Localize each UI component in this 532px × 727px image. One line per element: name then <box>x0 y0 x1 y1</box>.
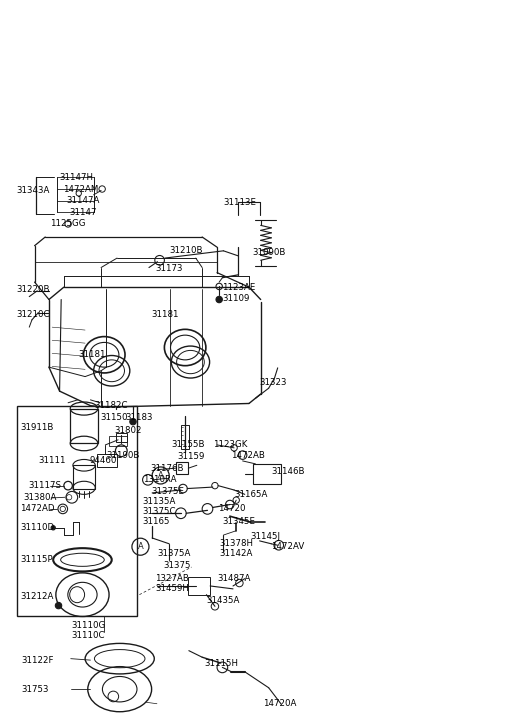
Bar <box>116 433 127 442</box>
Text: 31155B: 31155B <box>171 441 205 449</box>
Text: 31165: 31165 <box>143 518 170 526</box>
Text: 1123GK: 1123GK <box>213 441 247 449</box>
Bar <box>70 409 98 443</box>
Text: 31375: 31375 <box>164 561 192 570</box>
Text: 31375E: 31375E <box>151 487 184 496</box>
Text: 14720: 14720 <box>218 505 246 513</box>
Text: 31147A: 31147A <box>66 196 99 205</box>
Text: 31183: 31183 <box>125 413 153 422</box>
Text: 31109: 31109 <box>222 294 250 302</box>
Text: 31802: 31802 <box>114 426 142 435</box>
Text: 31122F: 31122F <box>21 656 54 664</box>
Text: 31150: 31150 <box>100 413 128 422</box>
Text: 31435A: 31435A <box>206 596 240 605</box>
Text: 31165A: 31165A <box>234 490 268 499</box>
Text: 31146B: 31146B <box>271 467 305 475</box>
Text: 31459H: 31459H <box>155 585 189 593</box>
Text: 31173: 31173 <box>155 265 183 273</box>
Bar <box>181 425 189 449</box>
Text: 31147H: 31147H <box>60 173 94 182</box>
Text: 31115P: 31115P <box>20 555 53 564</box>
Text: 31090B: 31090B <box>253 249 286 257</box>
Circle shape <box>55 603 62 608</box>
Text: 31176B: 31176B <box>150 465 184 473</box>
Bar <box>176 462 188 474</box>
Text: 31159: 31159 <box>178 452 205 461</box>
Text: 31375C: 31375C <box>143 507 176 516</box>
Text: 1472AM: 1472AM <box>63 185 98 193</box>
Text: 31210C: 31210C <box>16 310 49 318</box>
Text: 31190B: 31190B <box>106 451 140 459</box>
Text: 31323: 31323 <box>260 378 287 387</box>
Bar <box>188 577 210 595</box>
Text: 31220B: 31220B <box>16 285 49 294</box>
Text: 31111: 31111 <box>38 457 66 465</box>
Text: 94460: 94460 <box>89 457 117 465</box>
Text: 31911B: 31911B <box>20 423 54 432</box>
Circle shape <box>51 526 55 530</box>
Text: 31181: 31181 <box>152 310 179 318</box>
Text: 31110C: 31110C <box>72 631 105 640</box>
Text: 31147: 31147 <box>69 208 97 217</box>
Text: 31181: 31181 <box>79 350 106 359</box>
Bar <box>97 454 117 467</box>
Text: 31113E: 31113E <box>223 198 256 206</box>
Text: 31375A: 31375A <box>157 550 191 558</box>
Text: 31142A: 31142A <box>219 550 253 558</box>
Text: 1125GG: 1125GG <box>50 220 86 228</box>
Text: 31753: 31753 <box>21 685 49 694</box>
Text: 31210B: 31210B <box>169 246 203 254</box>
Text: 1472AB: 1472AB <box>231 451 265 459</box>
Circle shape <box>216 297 222 302</box>
Text: 31110D: 31110D <box>20 523 54 531</box>
Text: 1123AE: 1123AE <box>222 283 256 292</box>
Text: 1327AB: 1327AB <box>155 574 189 583</box>
Text: 31145J: 31145J <box>250 532 280 541</box>
Text: 31378H: 31378H <box>219 539 253 548</box>
Text: 31380A: 31380A <box>23 494 57 502</box>
Text: 31110G: 31110G <box>72 621 106 630</box>
Circle shape <box>130 419 136 425</box>
Bar <box>109 436 127 446</box>
Text: A: A <box>158 471 163 480</box>
Text: 31182C: 31182C <box>95 401 128 410</box>
Text: 31117S: 31117S <box>28 481 61 490</box>
Text: 1472AV: 1472AV <box>271 542 304 551</box>
Text: 31115H: 31115H <box>205 659 239 667</box>
Text: 31343A: 31343A <box>16 186 49 195</box>
Text: 14720A: 14720A <box>263 699 297 708</box>
Text: 31345E: 31345E <box>222 518 255 526</box>
Text: 1310RA: 1310RA <box>143 475 176 484</box>
Text: A: A <box>138 542 143 551</box>
Bar <box>17 406 137 616</box>
Text: 31212A: 31212A <box>20 592 54 601</box>
Text: 31135A: 31135A <box>143 497 176 506</box>
Text: 1472AD: 1472AD <box>20 505 55 513</box>
Bar <box>73 465 95 489</box>
Text: 31487A: 31487A <box>217 574 251 583</box>
Bar <box>253 464 281 484</box>
